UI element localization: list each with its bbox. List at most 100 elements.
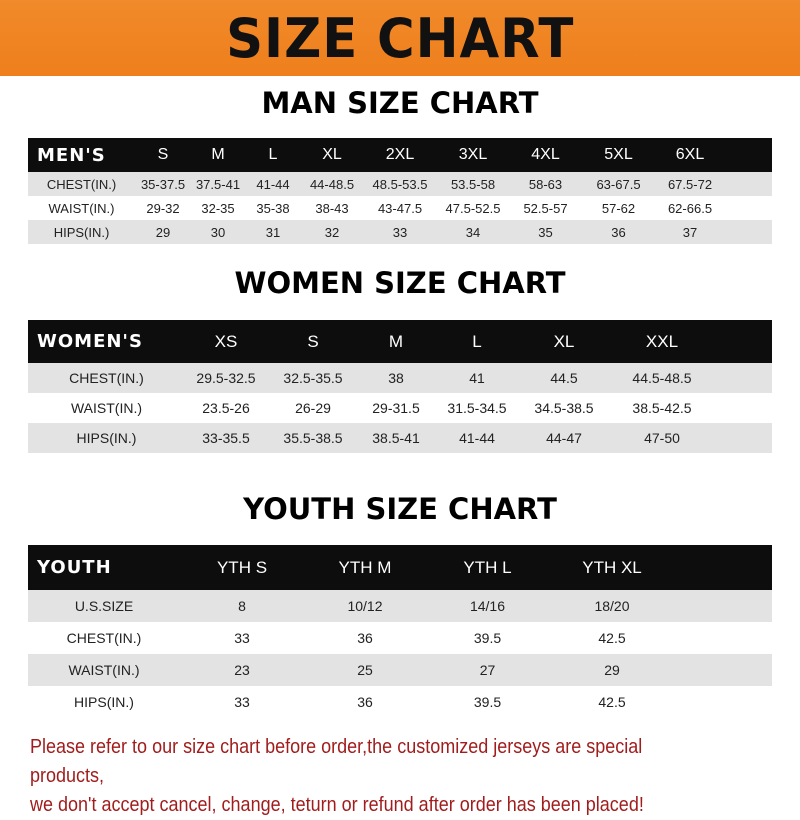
row-label: MEN'S: [37, 144, 106, 166]
table-cell: 29-31.5: [372, 400, 420, 416]
table-row: WAIST(IN.) 29-32 32-35 35-38 38-43 43-47.5 47.…: [28, 196, 772, 220]
table-cell: 3XL: [458, 146, 488, 163]
table-cell: 41: [469, 370, 485, 386]
note-line: we don't accept cancel, change, teturn o…: [30, 794, 644, 816]
table-cell: 31.5-34.5: [447, 400, 507, 416]
row-label: CHEST(IN.): [46, 176, 117, 192]
table-cell: 44-48.5: [309, 176, 355, 192]
table-cell: 34.5-38.5: [534, 400, 594, 416]
table-cell: 35: [538, 224, 553, 240]
table-cell: 39.5: [473, 694, 502, 710]
table-header-row: MEN'S S M L XL 2XL 3XL 4XL 5XL 6XL: [28, 138, 772, 172]
table-cell: 67.5-72: [667, 176, 713, 192]
table-cell: YTH M: [338, 557, 392, 577]
table-cell: 32: [324, 224, 340, 240]
note-line: Please refer to our size chart before or…: [30, 736, 643, 787]
row-label: WAIST(IN.): [70, 400, 143, 416]
women-title: WOMEN SIZE CHART: [234, 266, 566, 300]
table-cell: 5XL: [604, 146, 633, 163]
table-cell: 29: [155, 224, 171, 240]
table-cell: 14/16: [469, 598, 506, 614]
table-cell: 38: [388, 370, 404, 386]
table-cell: 37.5-41: [195, 176, 241, 192]
men-size-table: MEN'S S M L XL 2XL 3XL 4XL 5XL 6XL CHEST(IN.) 35-37…: [28, 138, 772, 244]
banner-title: SIZE CHART: [225, 6, 575, 70]
table-cell: 33: [234, 630, 250, 646]
table-cell: 47.5-52.5: [445, 200, 501, 216]
table-cell: 6XL: [675, 146, 705, 163]
table-cell: L: [268, 146, 278, 163]
men-title: MAN SIZE CHART: [261, 86, 539, 120]
table-row: HIPS(IN.) 33-35.5 35.5-38.5 38.5-41 41-44 44-…: [28, 423, 772, 453]
table-cell: YTH L: [463, 557, 512, 577]
row-label: HIPS(IN.): [74, 694, 134, 710]
table-cell: 31: [265, 224, 281, 240]
table-cell: 38.5-42.5: [632, 400, 692, 416]
table-cell: 42.5: [598, 694, 626, 710]
table-cell: 33: [234, 694, 250, 710]
table-cell: 43-47.5: [377, 200, 423, 216]
youth-size-table: YOUTH YTH S YTH M YTH L YTH XL U.S.SIZE 8 10/12…: [28, 545, 772, 718]
table-cell: 32.5-35.5: [283, 370, 343, 386]
table-cell: 44-47: [546, 430, 582, 446]
table-cell: XXL: [645, 331, 679, 351]
table-cell: 32-35: [201, 200, 235, 216]
table-cell: YTH XL: [582, 557, 642, 577]
table-cell: XL: [322, 146, 342, 163]
table-cell: 58-63: [528, 176, 563, 192]
table-row: CHEST(IN.) 35-37.5 37.5-41 41-44 44-48.5 48.5…: [28, 172, 772, 196]
table-row: WAIST(IN.) 23 25 27 29: [28, 654, 772, 686]
women-size-table: WOMEN'S XS S M L XL XXL CHEST(IN.) 29.5-32.5 32.5…: [28, 320, 772, 453]
table-cell: 44.5-48.5: [632, 370, 692, 386]
table-cell: 62-66.5: [667, 200, 713, 216]
table-header-row: YOUTH YTH S YTH M YTH L YTH XL: [28, 545, 772, 590]
table-cell: 33: [392, 224, 408, 240]
table-cell: 29-32: [146, 200, 180, 216]
table-cell: L: [472, 331, 482, 351]
table-cell: 8: [238, 598, 246, 614]
table-cell: 36: [357, 694, 373, 710]
table-cell: 34: [465, 224, 481, 240]
table-cell: M: [388, 331, 404, 351]
table-cell: 10/12: [347, 598, 383, 614]
table-cell: 36: [357, 630, 373, 646]
table-cell: 53.5-58: [450, 176, 496, 192]
table-cell: 37: [682, 224, 698, 240]
row-label: WAIST(IN.): [68, 662, 140, 678]
table-cell: 57-62: [601, 200, 636, 216]
table-cell: 18/20: [594, 598, 630, 614]
table-row: HIPS(IN.) 29 30 31 32 33 34 35 36 37: [28, 220, 772, 244]
table-cell: S: [307, 331, 319, 351]
table-cell: 33-35.5: [202, 430, 250, 446]
table-cell: 35.5-38.5: [283, 430, 343, 446]
table-cell: 38-43: [315, 200, 349, 216]
table-row: CHEST(IN.) 33 36 39.5 42.5: [28, 622, 772, 654]
table-row: WAIST(IN.) 23.5-26 26-29 29-31.5 31.5-34.5 34…: [28, 393, 772, 423]
row-label: WAIST(IN.): [48, 200, 115, 216]
table-cell: 42.5: [598, 630, 626, 646]
table-cell: 41-44: [256, 176, 290, 192]
youth-title: YOUTH SIZE CHART: [243, 492, 557, 526]
row-label: YOUTH: [37, 557, 112, 578]
table-cell: XS: [214, 331, 238, 351]
table-cell: 23: [234, 662, 250, 678]
table-cell: M: [211, 146, 225, 163]
table-cell: 27: [479, 662, 496, 678]
table-cell: 47-50: [644, 430, 680, 446]
banner: SIZE CHART: [0, 0, 800, 76]
table-cell: 48.5-53.5: [372, 176, 428, 192]
disclaimer-note: Please refer to our size chart before or…: [30, 733, 714, 820]
row-label: CHEST(IN.): [66, 630, 142, 646]
table-row: CHEST(IN.) 29.5-32.5 32.5-35.5 38 41 44.5 44.5…: [28, 363, 772, 393]
table-cell: 2XL: [385, 146, 415, 163]
table-cell: 63-67.5: [596, 176, 641, 192]
table-cell: YTH S: [216, 557, 268, 577]
table-cell: 35-38: [256, 200, 290, 216]
table-cell: 23.5-26: [202, 400, 250, 416]
table-cell: 41-44: [459, 430, 495, 446]
table-cell: S: [157, 146, 169, 163]
table-cell: 36: [611, 224, 626, 240]
row-label: HIPS(IN.): [53, 224, 110, 240]
row-label: HIPS(IN.): [76, 430, 137, 446]
table-cell: 26-29: [295, 400, 331, 416]
